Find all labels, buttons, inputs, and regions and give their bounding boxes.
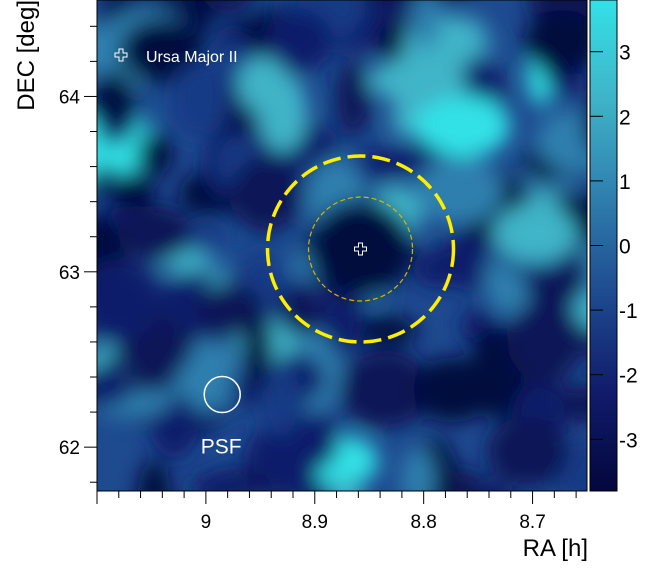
plot-frame (96, 0, 588, 492)
heatmap-blob (194, 296, 232, 322)
heatmap-blob (120, 18, 204, 83)
y-tick-label: 62 (59, 438, 80, 459)
heatmap-blob (565, 0, 587, 13)
annotations: Ursa Major II PSF (114, 48, 456, 459)
heatmap-blob (97, 215, 122, 273)
colorbar-tick-label: 0 (619, 236, 631, 259)
heatmap-blob (493, 204, 577, 263)
heatmap-blob (439, 0, 465, 3)
heatmap-blob (192, 220, 225, 253)
colorbar-tick-label: 3 (619, 42, 631, 65)
heatmap-blob (357, 316, 419, 346)
heatmap-blob (339, 350, 433, 429)
heatmap-blob (97, 25, 110, 73)
heatmap-blob (111, 171, 155, 219)
heatmap-blob (413, 99, 509, 152)
heatmap-blob (265, 9, 333, 73)
colorbar-tick-label: 2 (619, 106, 631, 129)
heatmap-blob (244, 423, 320, 491)
outer-region-ring (265, 154, 456, 344)
psf-circle (203, 375, 241, 414)
heatmap-blob (192, 472, 251, 491)
heatmap-blob (524, 10, 587, 75)
y-axis: 62 63 64 (59, 25, 97, 483)
heatmap-blob (362, 0, 429, 11)
heatmap-blob (170, 61, 228, 139)
colorbar-tick-label: -1 (619, 300, 638, 323)
heatmap-blob (334, 478, 360, 491)
heatmap-blob (536, 109, 587, 174)
x-tick-label: 8.8 (410, 512, 436, 533)
heatmap-dark-region (308, 201, 413, 298)
x-axis: 9 8.9 8.8 8.7 (96, 491, 577, 533)
colorbar-tick-label: -2 (619, 365, 638, 388)
heatmap-blob (137, 459, 171, 491)
colorbar: 3 2 1 0 -1 -2 -3 (589, 0, 638, 492)
heatmap-blob (412, 0, 441, 49)
heatmap-blob (97, 368, 133, 407)
inner-region-ring (307, 196, 414, 302)
heatmap-blob (203, 0, 251, 14)
y-axis-title: DEC [deg] (13, 0, 40, 111)
heatmap-blob (354, 148, 426, 178)
x-axis-title: RA [h] (523, 535, 588, 562)
heatmap-blob (137, 132, 173, 177)
heatmap-blob (506, 301, 584, 381)
colorbar-tick-label: -3 (619, 429, 638, 452)
heatmap-area (97, 0, 587, 491)
x-tick-label: 8.7 (519, 512, 545, 533)
y-tick-label: 63 (59, 263, 80, 284)
heatmap-blob (242, 311, 272, 389)
heatmap-blob (336, 60, 371, 137)
heatmap-blob (97, 259, 162, 341)
legend-marker (114, 48, 128, 62)
heatmap-blob (278, 285, 324, 336)
heatmap-blob (486, 417, 570, 487)
heatmap-blob (413, 249, 458, 289)
heatmap-blob (237, 56, 288, 112)
y-tick-label: 64 (59, 87, 81, 108)
heatmap-blob (97, 124, 103, 172)
heatmap-blob (125, 366, 177, 392)
x-tick-label: 9 (201, 512, 212, 533)
source-marker (354, 242, 368, 256)
heatmap-blob (415, 156, 503, 225)
colorbar-ticks: 3 2 1 0 -1 -2 -3 (590, 42, 638, 452)
psf-label: PSF (201, 436, 242, 459)
heatmap-blob (366, 60, 461, 100)
heatmap-blob (479, 480, 509, 491)
x-tick-label: 8.9 (302, 512, 328, 533)
heatmap-blob (229, 156, 303, 233)
heatmap-blob (413, 357, 492, 423)
heatmap-blobs (97, 0, 587, 491)
heatmap-blob (401, 447, 435, 491)
legend-label: Ursa Major II (146, 49, 238, 66)
heatmap-blob (119, 205, 193, 261)
heatmap-blob (97, 70, 134, 126)
colorbar-tick-label: 1 (619, 171, 631, 194)
heatmap-blob (166, 288, 203, 331)
heatmap-blob (260, 364, 301, 436)
heatmap-blob (582, 95, 587, 146)
